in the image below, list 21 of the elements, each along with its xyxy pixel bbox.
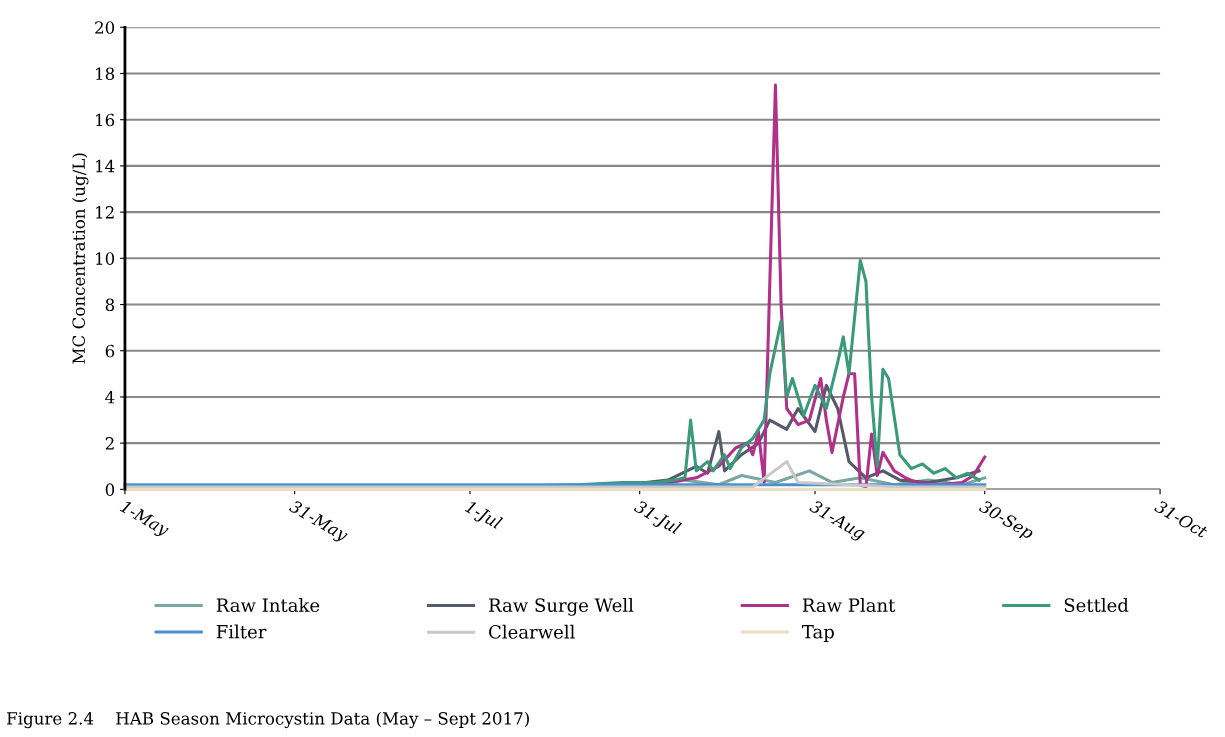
legend-label: Clearwell	[489, 624, 575, 639]
y-tick-label: 14	[96, 159, 115, 173]
y-tick-label: 18	[96, 67, 115, 81]
y-tick-label: 20	[95, 21, 115, 34]
y-tick-label: 12	[96, 206, 114, 219]
legend-label: Settled	[1064, 598, 1129, 613]
y-tick-label: 10	[96, 252, 115, 265]
legend-label: Raw Surge Well	[489, 598, 634, 616]
y-tick-label: 16	[96, 113, 115, 127]
legend-label: Raw Plant	[802, 598, 896, 613]
legend-label: Tap	[802, 625, 834, 643]
x-tick-label: 1-Jul	[462, 499, 504, 533]
y-tick-label: 8	[105, 298, 115, 312]
y-tick-label: 6	[105, 344, 115, 358]
y-axis-title: MC Concentration (ug/L)	[72, 153, 89, 364]
caption: Figure 2.4 HAB Season Microcystin Data (May – Sept 2017)	[7, 711, 529, 729]
y-tick-label: 2	[105, 437, 114, 450]
y-tick-label: 0	[105, 483, 115, 496]
legend-label: Raw Intake	[216, 598, 320, 613]
legend-label: Filter	[216, 624, 267, 639]
y-tick-label: 4	[105, 390, 115, 404]
